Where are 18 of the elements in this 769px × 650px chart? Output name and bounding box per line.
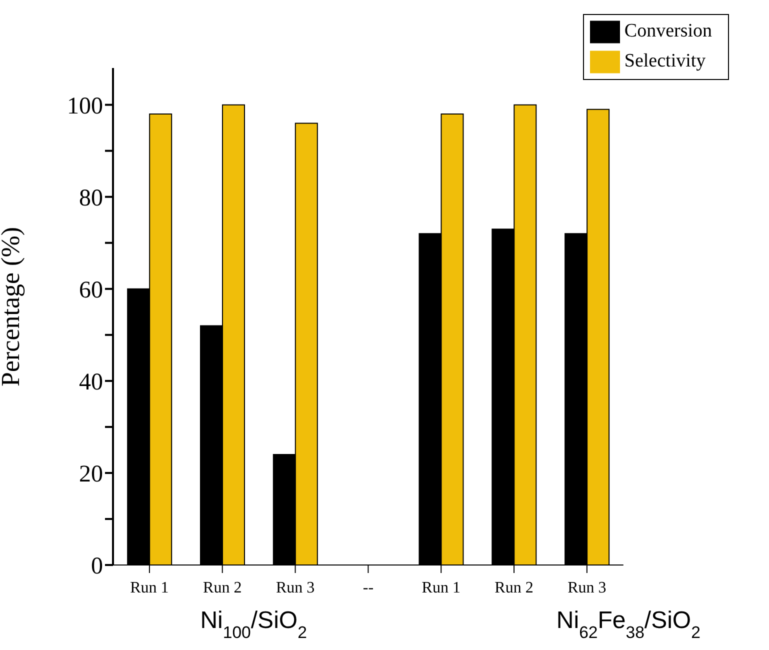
- x-tick-label: Run 2: [494, 579, 534, 596]
- y-tick-label: 60: [79, 277, 103, 304]
- y-tick-label: 100: [67, 93, 103, 120]
- legend-label: Selectivity: [624, 50, 706, 72]
- x-tick-label: --: [362, 579, 374, 596]
- legend-label: Conversion: [624, 20, 712, 42]
- x-tick-label: Run 3: [568, 579, 606, 596]
- x-tick-label: Run 1: [130, 579, 169, 596]
- x-tick-label: Run 3: [276, 579, 315, 596]
- y-tick-label: 80: [79, 185, 103, 212]
- y-tick-label: 40: [79, 369, 103, 396]
- y-axis-title: Percentage (%): [0, 226, 26, 386]
- text: Ni$_{62}$Fe$_{38}$/SiO$_{2}$: [556, 607, 700, 642]
- y-tick-label: 0: [91, 554, 103, 580]
- y-tick-label: 20: [79, 461, 103, 488]
- text: Ni$_{100}$/SiO$_{2}$: [200, 607, 307, 642]
- x-tick-label: Run 2: [203, 579, 242, 596]
- x-tick-label: Run 1: [422, 579, 460, 596]
